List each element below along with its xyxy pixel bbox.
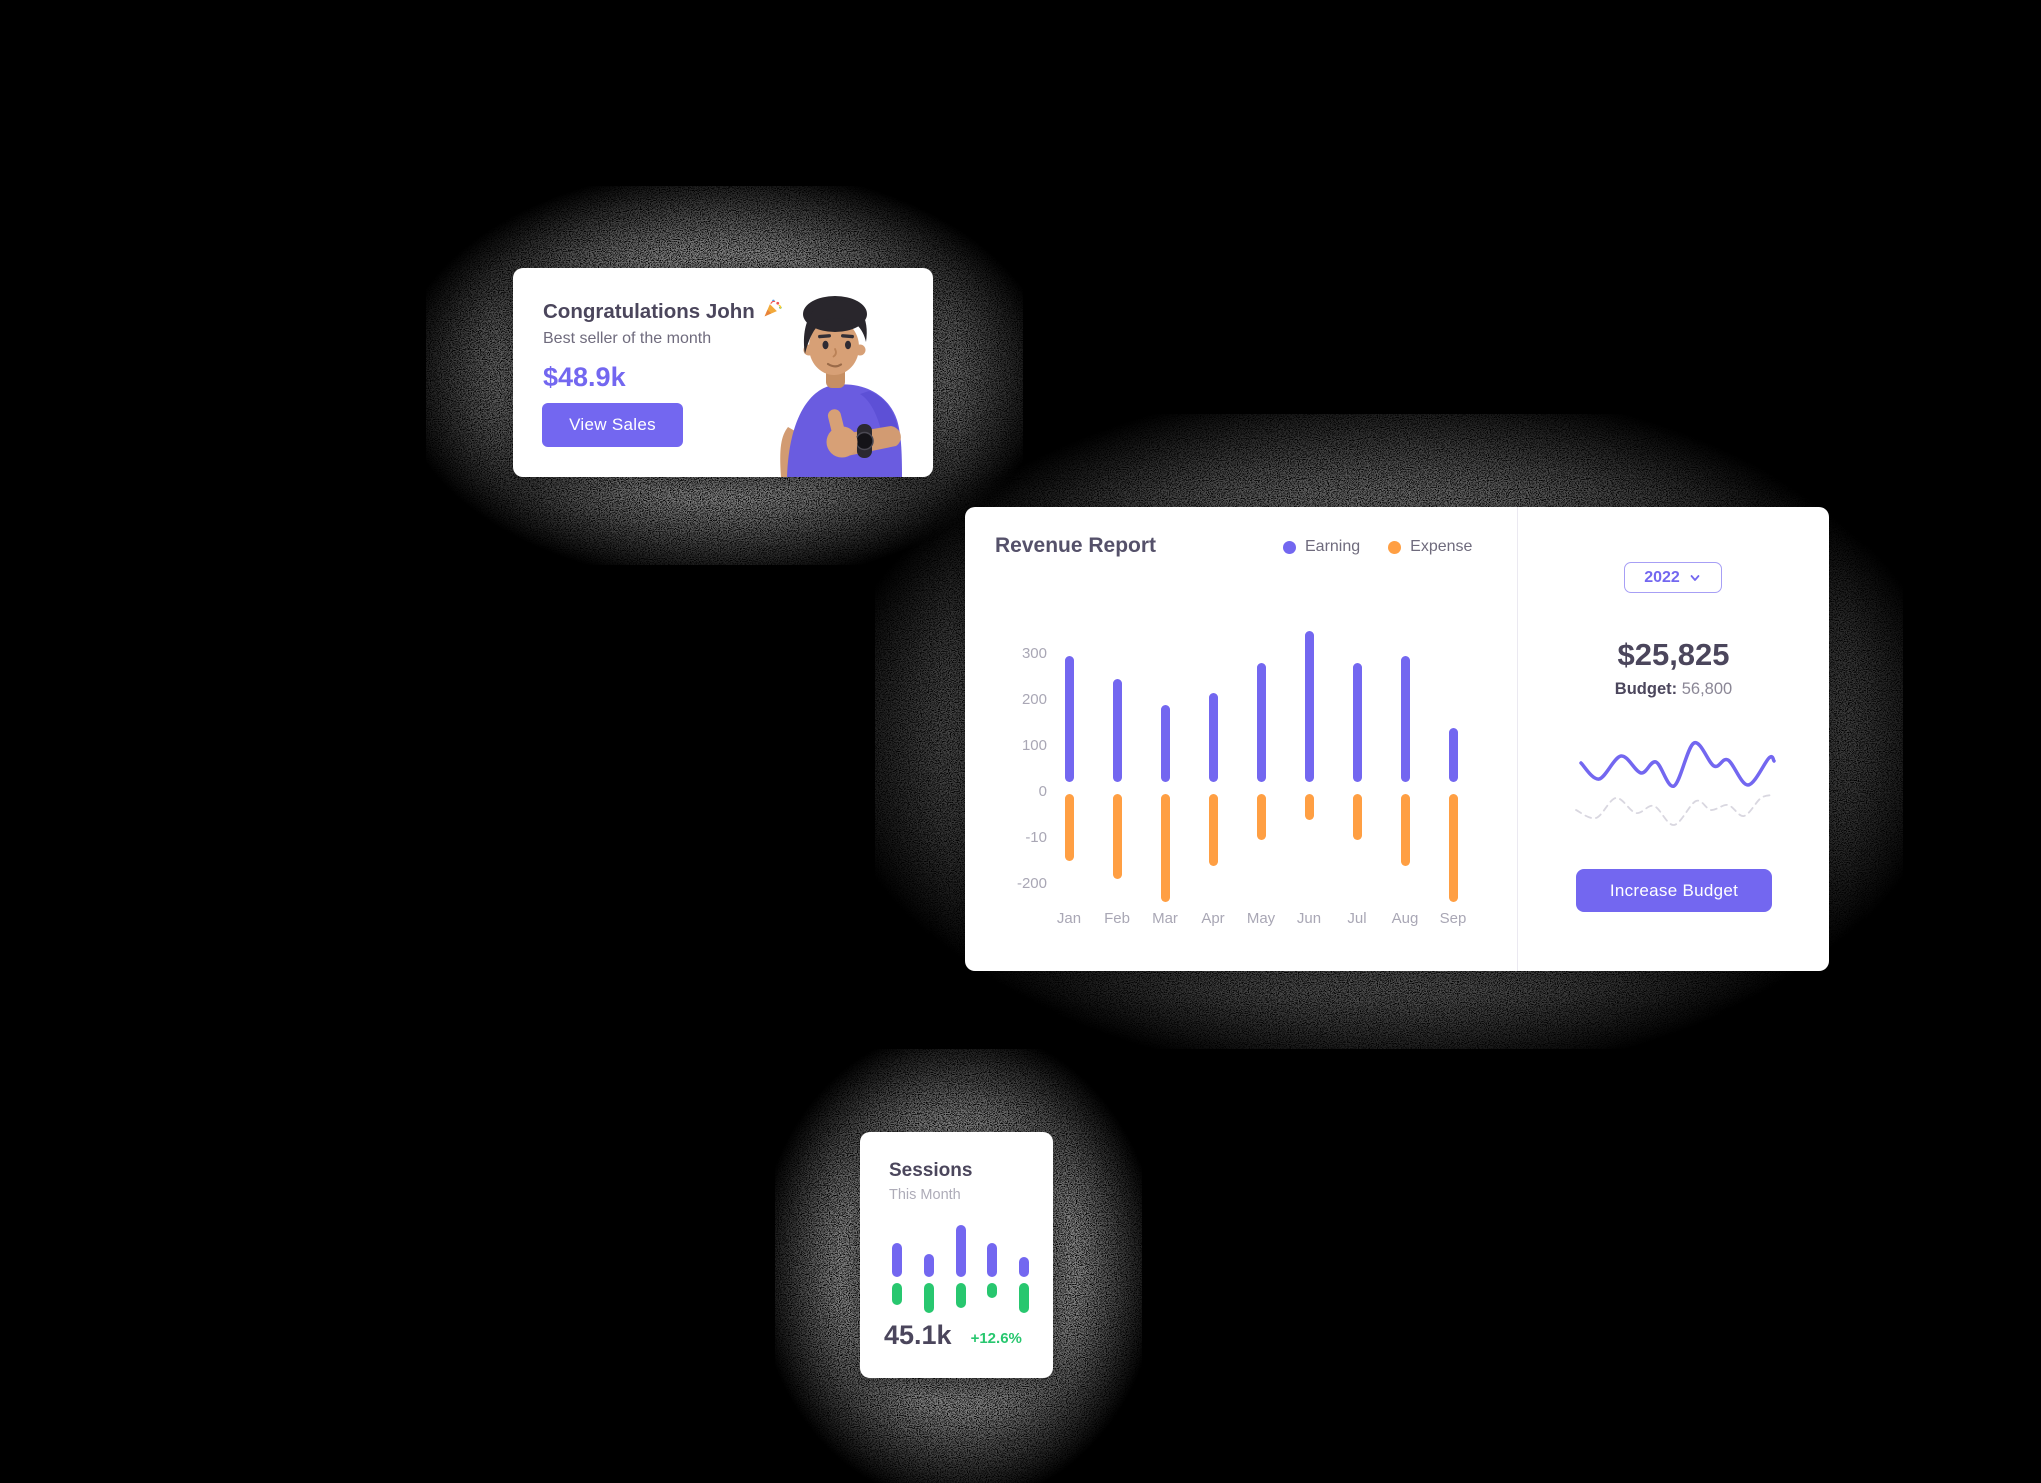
revenue-bar-chart: Revenue Report Earning Expense 300 200 100… xyxy=(965,507,1517,971)
budget-value: 56,800 xyxy=(1681,680,1733,698)
x-axis-label: May xyxy=(1246,910,1276,927)
bar-expense-Jun xyxy=(1304,794,1314,820)
budget-panel: 2022 $25,825 Budget: 56,800 Increase Bud… xyxy=(1518,507,1829,971)
x-axis-label: Jun xyxy=(1296,910,1322,927)
sessions-bar-down-4 xyxy=(987,1283,998,1298)
y-axis-tick: 100 xyxy=(1021,737,1047,754)
sessions-bar-down-3 xyxy=(955,1283,966,1308)
revenue-title: Revenue Report xyxy=(995,534,1157,557)
sessions-card: Sessions This Month 45.1k +12.6% xyxy=(860,1132,1053,1378)
chart-legend: Earning Expense xyxy=(1283,538,1472,556)
bar-earning-Apr xyxy=(1208,693,1218,782)
x-axis-label: Feb xyxy=(1104,910,1130,927)
bar-earning-Sep xyxy=(1448,727,1458,782)
bar-earning-Jun xyxy=(1304,631,1314,782)
x-axis-label: Jan xyxy=(1056,910,1082,927)
year-dropdown[interactable]: 2022 xyxy=(1624,562,1722,593)
year-dropdown-value: 2022 xyxy=(1644,568,1680,586)
bar-earning-Feb xyxy=(1112,679,1122,782)
vertical-divider xyxy=(1517,507,1518,971)
congrats-title-text: Congratulations John xyxy=(543,299,755,323)
party-popper-icon xyxy=(762,298,783,325)
budget-label: Budget: xyxy=(1614,680,1678,698)
bar-earning-Mar xyxy=(1160,704,1170,782)
sessions-mini-chart xyxy=(860,1132,1053,1378)
seller-avatar-illustration xyxy=(771,288,933,477)
view-sales-button[interactable]: View Sales xyxy=(542,403,683,447)
congrats-amount: $48.9k xyxy=(543,362,626,392)
legend-item-expense[interactable]: Expense xyxy=(1388,538,1472,556)
sessions-stats: 45.1k +12.6% xyxy=(884,1322,1022,1349)
sessions-subtitle: This Month xyxy=(889,1187,961,1203)
bar-expense-Jan xyxy=(1064,794,1074,861)
earning-dot-icon xyxy=(1283,540,1296,554)
bar-earning-Jul xyxy=(1352,663,1362,782)
bar-expense-Jul xyxy=(1352,794,1362,841)
bar-earning-Jan xyxy=(1064,656,1074,782)
sessions-bar-up-2 xyxy=(923,1254,934,1277)
sessions-bar-down-5 xyxy=(1019,1283,1030,1313)
y-axis-tick: -200 xyxy=(1016,875,1047,892)
legend-item-earning[interactable]: Earning xyxy=(1283,538,1360,556)
sessions-bar-down-2 xyxy=(923,1283,934,1313)
y-axis-tick: 300 xyxy=(1021,645,1047,662)
bar-earning-May xyxy=(1256,663,1266,782)
bar-expense-Feb xyxy=(1112,794,1122,880)
sessions-bar-up-1 xyxy=(892,1243,902,1277)
bar-expense-May xyxy=(1256,794,1266,841)
x-axis-label: Aug xyxy=(1391,910,1419,927)
budget-sparkline xyxy=(1575,741,1776,826)
sessions-bar-up-4 xyxy=(987,1243,998,1277)
sessions-bar-down-1 xyxy=(892,1283,902,1305)
y-axis-tick: 200 xyxy=(1021,691,1047,708)
bar-expense-Apr xyxy=(1208,794,1218,866)
congratulations-card: Congratulations John Best seller of the … xyxy=(513,268,933,477)
bar-expense-Aug xyxy=(1400,794,1410,866)
bar-earning-Aug xyxy=(1400,656,1410,782)
legend-label-expense: Expense xyxy=(1410,538,1473,555)
revenue-report-card: Revenue Report Earning Expense 300 200 100… xyxy=(965,507,1829,971)
legend-label-earning: Earning xyxy=(1305,538,1361,555)
x-axis-label: Sep xyxy=(1439,910,1467,927)
x-axis-label: Apr xyxy=(1201,910,1225,927)
increase-budget-button[interactable]: Increase Budget xyxy=(1576,869,1772,912)
x-axis-label: Mar xyxy=(1152,910,1178,927)
expense-dot-icon xyxy=(1388,540,1402,554)
sessions-delta: +12.6% xyxy=(970,1330,1022,1347)
revenue-total: $25,825 xyxy=(1617,637,1730,672)
x-axis-label: Jul xyxy=(1347,910,1367,927)
sessions-bar-up-3 xyxy=(955,1225,966,1277)
chevron-down-icon xyxy=(1690,574,1700,581)
y-axis-tick: -10 xyxy=(1025,829,1047,846)
sessions-title: Sessions xyxy=(889,1160,973,1181)
sessions-value: 45.1k xyxy=(884,1320,952,1350)
y-axis-tick: 0 xyxy=(1038,783,1047,800)
bar-expense-Mar xyxy=(1160,794,1170,903)
sessions-bar-up-5 xyxy=(1019,1257,1030,1277)
bar-expense-Sep xyxy=(1448,794,1458,903)
congrats-subtitle: Best seller of the month xyxy=(543,330,712,347)
congrats-title: Congratulations John xyxy=(543,298,783,325)
budget-line: Budget: 56,800 xyxy=(1518,680,1829,699)
